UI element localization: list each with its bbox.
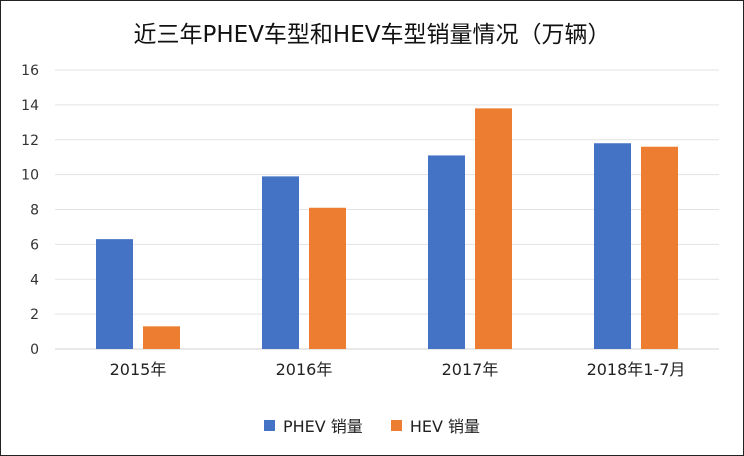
y-tick-label: 4 <box>30 272 39 288</box>
x-tick-label: 2018年1-7月 <box>587 360 686 379</box>
y-tick-label: 8 <box>30 203 39 219</box>
y-tick-label: 16 <box>21 63 39 79</box>
bar-phev <box>262 176 299 349</box>
y-tick-label: 12 <box>21 133 39 149</box>
legend-swatch-phev <box>263 419 275 431</box>
legend-item-phev: PHEV 销量 <box>263 413 363 437</box>
y-tick-label: 2 <box>30 307 39 323</box>
y-tick-label: 0 <box>30 342 39 358</box>
legend-label-phev: PHEV 销量 <box>282 417 363 436</box>
bar-phev <box>594 143 631 349</box>
x-tick-label: 2017年 <box>442 360 499 379</box>
chart-title: 近三年PHEV车型和HEV车型销量情况（万辆） <box>133 22 611 48</box>
legend: PHEV 销量 HEV 销量 <box>1 413 743 437</box>
x-tick-label: 2015年 <box>110 360 167 379</box>
bar-phev <box>428 155 465 349</box>
bar-hev <box>143 326 180 349</box>
legend-item-hev: HEV 销量 <box>390 413 480 437</box>
legend-swatch-hev <box>390 419 402 431</box>
bar-hev <box>475 108 512 349</box>
bar-hev <box>641 146 678 349</box>
bar-phev <box>96 239 133 349</box>
x-tick-label: 2016年 <box>276 360 333 379</box>
y-tick-label: 6 <box>30 237 39 253</box>
y-tick-label: 10 <box>21 168 39 184</box>
legend-label-hev: HEV 销量 <box>409 417 480 436</box>
y-tick-label: 14 <box>21 98 39 114</box>
bar-hev <box>309 207 346 349</box>
